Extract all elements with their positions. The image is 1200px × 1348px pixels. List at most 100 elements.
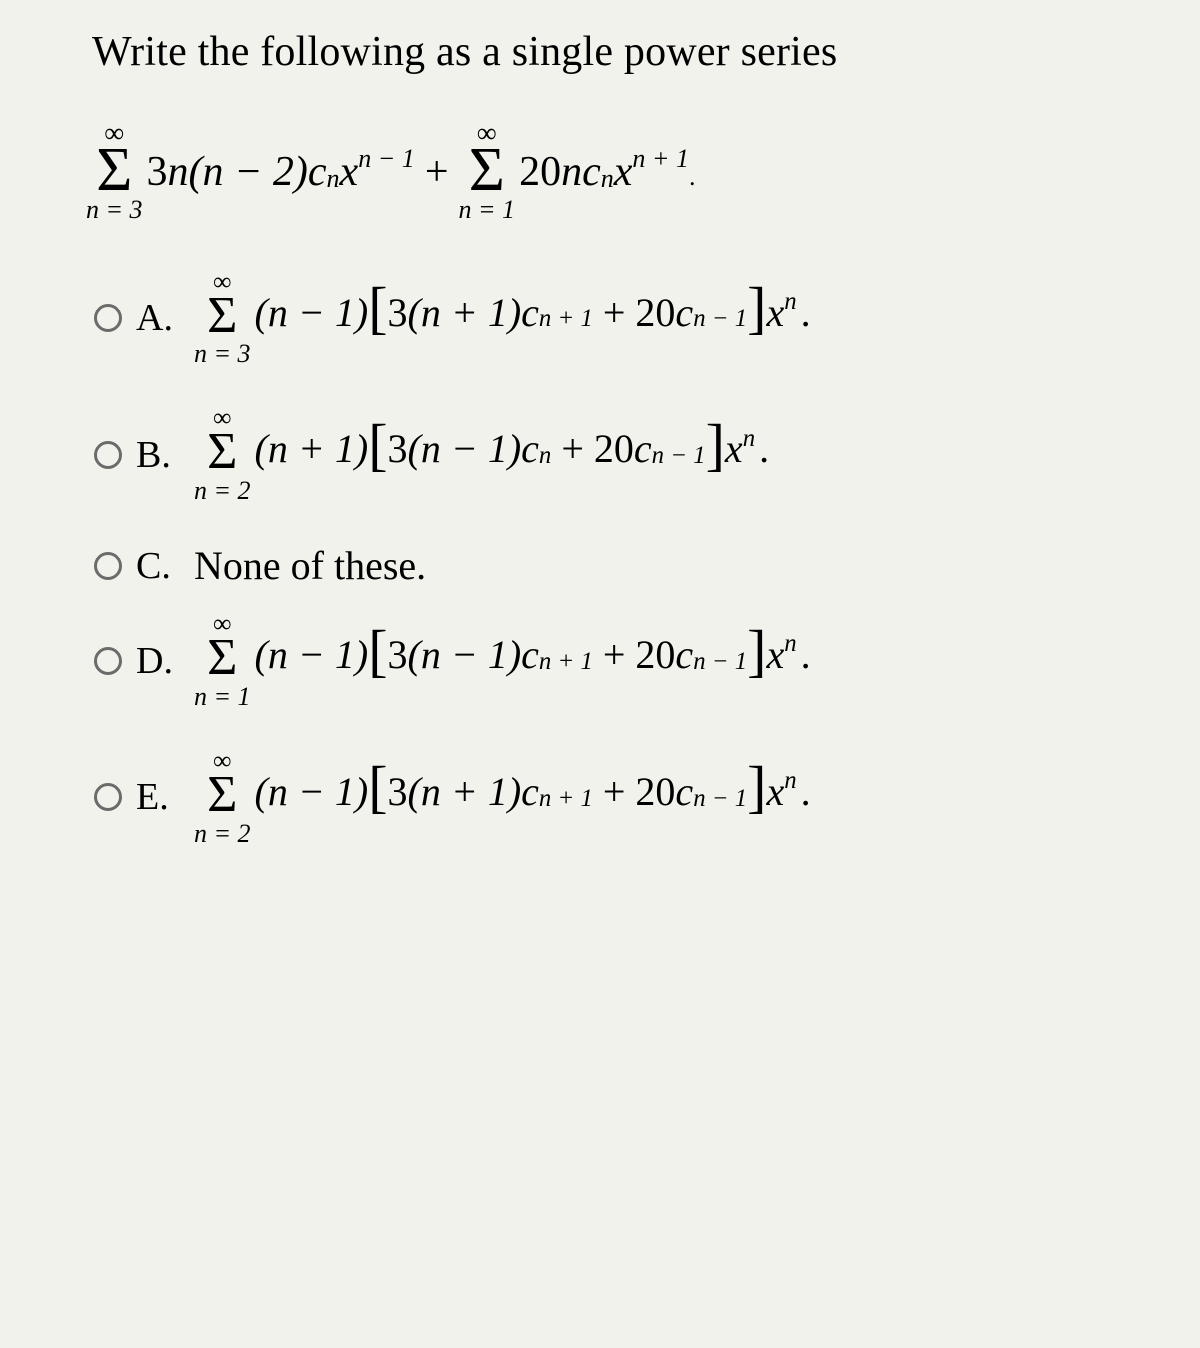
sigma-d: ∞ Σ n = 1 (194, 611, 251, 710)
main-equation: ∞ Σ n = 3 3n(n − 2)cnxn − 1 + ∞ Σ n = 1 … (86, 120, 1200, 223)
csub-2: n (601, 164, 614, 194)
csub-e1: n + 1 (539, 785, 593, 813)
csub-a1: n + 1 (539, 305, 593, 333)
option-b[interactable]: B. ∞ Σ n = 2 (n + 1) [ 3(n − 1)cn + 20cn… (94, 405, 1200, 504)
radio-d[interactable] (94, 647, 122, 675)
expr-tail-d: (n − 1) [ 3(n − 1)cn + 1 + 20cn − 1 ]xn … (255, 611, 811, 678)
outer-b: (n + 1) (255, 425, 369, 472)
rbracket: ] (747, 285, 766, 331)
xexp-a: n (784, 288, 796, 316)
question-prompt: Write the following as a single power se… (92, 28, 1200, 76)
coef-e2: 20 (635, 768, 675, 815)
period-b: . (759, 425, 769, 472)
paren-e1: (n + 1) (408, 768, 522, 815)
sigma-symbol: Σ (469, 144, 505, 197)
sigma-lower-d: n = 1 (194, 684, 251, 710)
radio-c[interactable] (94, 552, 122, 580)
sigma-lower-b: n = 2 (194, 478, 251, 504)
expr-tail-a: (n − 1) [ 3(n + 1)cn + 1 + 20cn − 1 ]xn … (255, 269, 811, 336)
option-c[interactable]: C. None of these. (94, 542, 1200, 589)
x-2: x (614, 148, 633, 196)
radio-e[interactable] (94, 783, 122, 811)
option-a[interactable]: A. ∞ Σ n = 3 (n − 1) [ 3(n + 1)cn + 1 + … (94, 269, 1200, 368)
option-e[interactable]: E. ∞ Σ n = 2 (n − 1) [ 3(n + 1)cn + 1 + … (94, 748, 1200, 847)
rbracket: ] (747, 764, 766, 810)
radio-b[interactable] (94, 441, 122, 469)
xexp-e: n (784, 767, 796, 795)
coef-2: 20 (519, 148, 561, 196)
xexp-2: n + 1 (632, 144, 689, 174)
nfac-1: n(n − 2) (168, 148, 308, 196)
period-d: . (801, 631, 811, 678)
csub-a2: n − 1 (693, 305, 747, 333)
option-label-e: E. (136, 775, 180, 819)
expr-tail-b: (n + 1) [ 3(n − 1)cn + 20cn − 1 ]xn . (255, 405, 770, 472)
csub-d1: n + 1 (539, 648, 593, 676)
options-list: A. ∞ Σ n = 3 (n − 1) [ 3(n + 1)cn + 1 + … (94, 269, 1200, 847)
option-text-c: None of these. (194, 542, 426, 589)
paren-d1: (n − 1) (408, 631, 522, 678)
lbracket: [ (368, 628, 387, 674)
plus-b: + (561, 425, 584, 472)
sigma-symbol: Σ (207, 429, 237, 476)
nfac-2: n (561, 148, 582, 196)
coef-a1: 3 (388, 289, 408, 336)
xexp-b: n (743, 425, 755, 453)
main-period: . (689, 120, 696, 178)
sigma-symbol: Σ (96, 144, 132, 197)
lbracket: [ (368, 422, 387, 468)
period-e: . (801, 768, 811, 815)
csub-1: n (327, 164, 340, 194)
term-2: 20ncnxn + 1 (519, 120, 689, 196)
coef-a2: 20 (635, 289, 675, 336)
paren-a1: (n + 1) (408, 289, 522, 336)
sigma-symbol: Σ (207, 635, 237, 682)
outer-d: (n − 1) (255, 631, 369, 678)
coef-d2: 20 (635, 631, 675, 678)
lbracket: [ (368, 764, 387, 810)
coef-e1: 3 (388, 768, 408, 815)
xexp-1: n − 1 (358, 144, 415, 174)
plus-a: + (603, 289, 626, 336)
coef-b2: 20 (594, 425, 634, 472)
expr-tail-e: (n − 1) [ 3(n + 1)cn + 1 + 20cn − 1 ]xn … (255, 748, 811, 815)
term-1: 3n(n − 2)cnxn − 1 (147, 120, 415, 196)
option-expr-a: ∞ Σ n = 3 (n − 1) [ 3(n + 1)cn + 1 + 20c… (194, 269, 811, 368)
coef-d1: 3 (388, 631, 408, 678)
lbracket: [ (368, 285, 387, 331)
sigma-lower-e: n = 2 (194, 821, 251, 847)
csub-e2: n − 1 (693, 785, 747, 813)
option-expr-b: ∞ Σ n = 2 (n + 1) [ 3(n − 1)cn + 20cn − … (194, 405, 769, 504)
rbracket: ] (747, 628, 766, 674)
outer-e: (n − 1) (255, 768, 369, 815)
coef-1: 3 (147, 148, 168, 196)
sigma-lower-1: n = 3 (86, 197, 143, 223)
xexp-d: n (784, 630, 796, 658)
csub-b2: n − 1 (652, 442, 706, 470)
sigma-e: ∞ Σ n = 2 (194, 748, 251, 847)
plus-d: + (603, 631, 626, 678)
c-2: c (582, 148, 601, 196)
sigma-symbol: Σ (207, 293, 237, 340)
sigma-lower-2: n = 1 (459, 197, 516, 223)
rbracket: ] (706, 422, 725, 468)
option-expr-e: ∞ Σ n = 2 (n − 1) [ 3(n + 1)cn + 1 + 20c… (194, 748, 811, 847)
option-label-b: B. (136, 433, 180, 477)
sigma-lower-a: n = 3 (194, 341, 251, 367)
option-d[interactable]: D. ∞ Σ n = 1 (n − 1) [ 3(n − 1)cn + 1 + … (94, 611, 1200, 710)
sigma-b: ∞ Σ n = 2 (194, 405, 251, 504)
option-expr-d: ∞ Σ n = 1 (n − 1) [ 3(n − 1)cn + 1 + 20c… (194, 611, 811, 710)
option-label-c: C. (136, 544, 180, 588)
sigma-1: ∞ Σ n = 3 (86, 120, 143, 223)
plus-e: + (603, 768, 626, 815)
paren-b1: (n − 1) (408, 425, 522, 472)
csub-d2: n − 1 (693, 648, 747, 676)
question-page: Write the following as a single power se… (0, 0, 1200, 1348)
sigma-symbol: Σ (207, 772, 237, 819)
plus-operator: + (425, 120, 449, 196)
outer-a: (n − 1) (255, 289, 369, 336)
option-label-d: D. (136, 639, 180, 683)
csub-b1: n (539, 442, 551, 470)
period-a: . (801, 289, 811, 336)
radio-a[interactable] (94, 304, 122, 332)
